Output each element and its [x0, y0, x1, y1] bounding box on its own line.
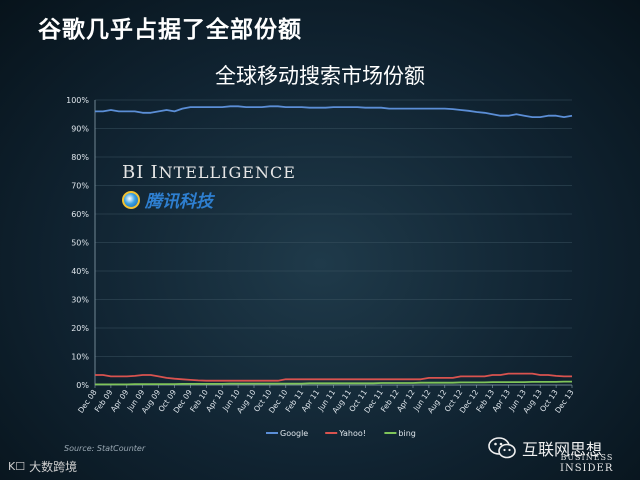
y-tick-label: 70% [71, 182, 89, 191]
bi-intelligence-logo: BI INTELLIGENCE [122, 162, 296, 183]
brand-mark-icon: K☐ [8, 460, 26, 473]
y-tick-label: 100% [66, 96, 89, 105]
legend-label: bing [398, 429, 415, 438]
business-insider-l2: INSIDER [560, 463, 614, 474]
y-tick-label: 20% [71, 324, 89, 333]
legend-label: Yahoo! [338, 429, 366, 438]
source-note: Source: StatCounter [64, 444, 146, 453]
tencent-globe-icon [122, 190, 140, 209]
y-tick-label: 90% [71, 125, 89, 134]
series-line-bing [95, 380, 572, 386]
y-tick-label: 60% [71, 210, 89, 219]
chart-title: 全球移动搜索市场份额 [215, 64, 425, 88]
y-tick-label: 50% [71, 239, 89, 248]
slide-title: 谷歌几乎占据了全部份额 [38, 17, 302, 43]
wechat-text: 互联网思想 [522, 440, 603, 459]
series-line-yahoo [95, 372, 572, 382]
bottom-left-watermark: K☐ 大数跨境 [8, 458, 77, 475]
wechat-icon [488, 437, 516, 459]
wechat-watermark: 互联网思想 [488, 436, 602, 460]
series-line-google [95, 105, 573, 118]
y-tick-label: 30% [71, 296, 89, 305]
business-insider-logo: BUSINESS INSIDER [560, 452, 613, 474]
tencent-tech-logo: 腾讯科技 [122, 187, 213, 212]
bottom-left-text: 大数跨境 [29, 460, 78, 474]
y-tick-label: 10% [71, 353, 89, 362]
legend-label: Google [280, 429, 308, 438]
y-tick-label: 80% [71, 153, 89, 162]
tencent-logo-text: 腾讯科技 [145, 192, 213, 212]
y-tick-label: 40% [71, 267, 89, 276]
y-tick-label: 0% [76, 381, 89, 390]
business-insider-l1: BUSINESS [560, 453, 614, 462]
